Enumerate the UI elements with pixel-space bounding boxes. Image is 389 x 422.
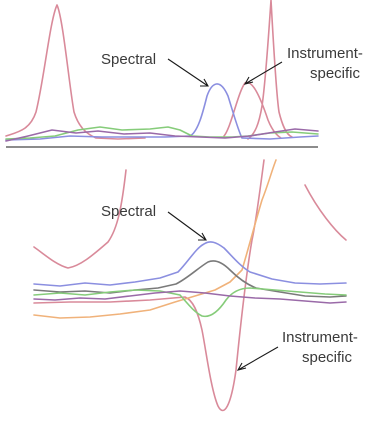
bottom-label-spectral: Spectral xyxy=(101,203,156,220)
bottom-arrow-spectral xyxy=(167,211,207,241)
top-series-pink-left-peak xyxy=(5,4,146,140)
top-label-spectral: Spectral xyxy=(101,51,156,68)
bottom-arrow-instrument xyxy=(236,346,279,371)
top-label-instrument-line2: specific xyxy=(310,65,361,82)
bottom-series-gray xyxy=(33,260,347,298)
top-series-blue xyxy=(5,83,319,141)
top-series-purple xyxy=(5,128,319,142)
bottom-series-green xyxy=(33,287,347,318)
top-chart: Spectral Instrument- specific xyxy=(5,0,363,148)
bottom-series-purple xyxy=(33,290,347,304)
bottom-series-blue xyxy=(33,241,347,287)
top-arrow-instrument xyxy=(243,61,283,85)
bottom-series-pink-left xyxy=(33,169,127,269)
bottom-series-orange xyxy=(33,159,277,319)
bottom-series-pink-right xyxy=(304,184,347,241)
top-series-pink-right-peak xyxy=(247,0,293,140)
bottom-chart: Spectral Instrument- specific xyxy=(33,159,358,412)
bottom-label-instrument-line2: specific xyxy=(302,349,353,366)
top-arrow-spectral xyxy=(167,58,209,87)
bottom-label-instrument-line1: Instrument- xyxy=(282,329,358,346)
top-label-instrument-line1: Instrument- xyxy=(287,45,363,62)
